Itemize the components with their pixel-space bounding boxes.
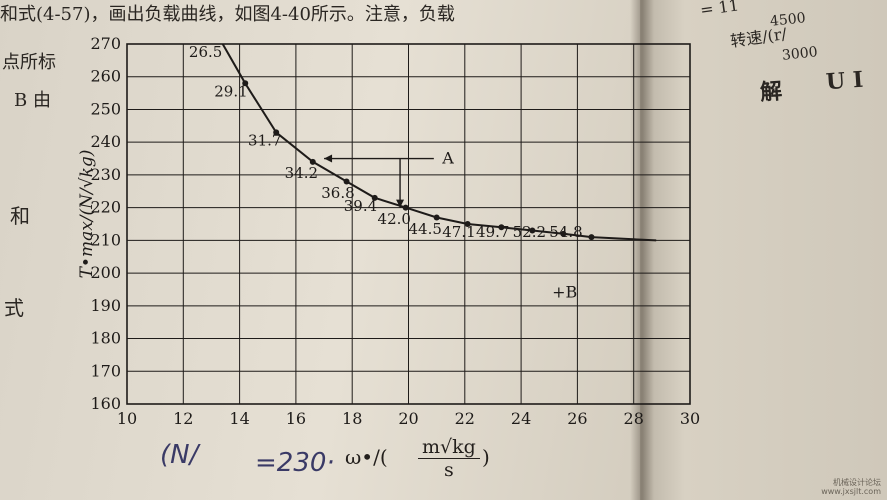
x-tick-label: 14 bbox=[229, 409, 249, 428]
y-tick-label: 240 bbox=[90, 132, 121, 151]
x-tick-label: 10 bbox=[117, 409, 137, 428]
x-axis-unit-numerator: m√kg bbox=[418, 436, 480, 459]
book-margin-text: 式 bbox=[4, 296, 24, 320]
y-axis-label: T•max/(N/√kg) bbox=[77, 150, 97, 279]
y-tick-label: 170 bbox=[90, 361, 121, 380]
point-label: 36.8 bbox=[321, 184, 354, 202]
point-label: 26.5 bbox=[189, 43, 222, 61]
y-tick-label: 180 bbox=[90, 329, 121, 348]
curve-data-point bbox=[273, 129, 280, 136]
y-tick-label: 160 bbox=[90, 394, 121, 413]
book-right-page bbox=[640, 0, 887, 500]
x-axis-label: ω•/( bbox=[345, 445, 388, 469]
y-tick-label: 270 bbox=[90, 34, 121, 53]
book-left-page bbox=[0, 0, 640, 500]
y-tick-label: 200 bbox=[90, 263, 121, 282]
point-label: 29.1 bbox=[214, 82, 247, 100]
watermark-line: www.jxsjlt.com bbox=[821, 487, 881, 496]
load-curve-line bbox=[221, 43, 657, 242]
watermark: 机械设计论坛 www.jxsjlt.com bbox=[821, 478, 881, 496]
x-tick-label: 12 bbox=[173, 409, 193, 428]
curve-data-point bbox=[309, 158, 316, 165]
curve-data-point bbox=[343, 178, 350, 185]
point-label: 31.7 bbox=[248, 131, 281, 149]
y-tick-label: 190 bbox=[90, 296, 121, 315]
x-axis-symbol: ω•/( bbox=[345, 445, 388, 469]
curve-data-point bbox=[529, 227, 536, 234]
x-tick-label: 24 bbox=[511, 409, 531, 428]
arrow-a-drop-head bbox=[396, 199, 405, 208]
handwritten-fraction: (N/ bbox=[160, 440, 199, 470]
point-label: 49.7 bbox=[476, 223, 509, 241]
x-tick-label: 30 bbox=[680, 409, 700, 428]
book-margin-text: 点所标 bbox=[2, 52, 56, 73]
curve-data-point bbox=[498, 224, 505, 231]
curve-data-point bbox=[464, 221, 471, 227]
curve-data-point bbox=[560, 230, 567, 237]
y-tick-label: 230 bbox=[90, 165, 121, 184]
watermark-line: 机械设计论坛 bbox=[833, 478, 881, 487]
curve-data-point bbox=[433, 214, 440, 221]
book-margin-text: 和 bbox=[10, 204, 30, 228]
point-label: 44.5 bbox=[409, 220, 442, 238]
arrow-a-head bbox=[324, 154, 333, 163]
curve-data-point bbox=[402, 204, 409, 211]
x-tick-label: 18 bbox=[342, 409, 362, 428]
curve-data-point bbox=[588, 234, 595, 241]
handwritten-value: =230· bbox=[255, 448, 335, 478]
point-label: 34.2 bbox=[285, 164, 318, 182]
x-axis-label-close: ) bbox=[482, 445, 490, 469]
y-tick-label: 250 bbox=[90, 99, 121, 118]
x-tick-label: 20 bbox=[398, 409, 418, 428]
book-margin-text: B 由 bbox=[14, 90, 51, 111]
point-label: 54.8 bbox=[549, 223, 582, 241]
chart-annotation: +B bbox=[552, 283, 577, 302]
x-tick-label: 26 bbox=[567, 409, 587, 428]
point-label: 39.4 bbox=[344, 197, 377, 215]
x-axis-unit-denominator: s bbox=[444, 459, 454, 481]
x-axis-unit-fraction: m√kg s bbox=[418, 436, 480, 481]
x-tick-label: 22 bbox=[455, 409, 475, 428]
point-label: 47.1 bbox=[442, 223, 475, 241]
chart-annotation: A bbox=[441, 149, 454, 168]
point-label: 52.2 bbox=[513, 223, 546, 241]
x-tick-label: 28 bbox=[624, 409, 644, 428]
y-tick-label: 220 bbox=[90, 198, 121, 217]
y-tick-label: 210 bbox=[90, 230, 121, 249]
book-top-text: 和式(4-57)，画出负载曲线，如图4-40所示。注意，负载 bbox=[0, 4, 455, 25]
y-tick-label: 260 bbox=[90, 67, 121, 86]
curve-data-point bbox=[242, 80, 249, 87]
point-label: 42.0 bbox=[378, 210, 411, 228]
curve-data-point bbox=[371, 194, 378, 201]
x-tick-label: 16 bbox=[286, 409, 306, 428]
